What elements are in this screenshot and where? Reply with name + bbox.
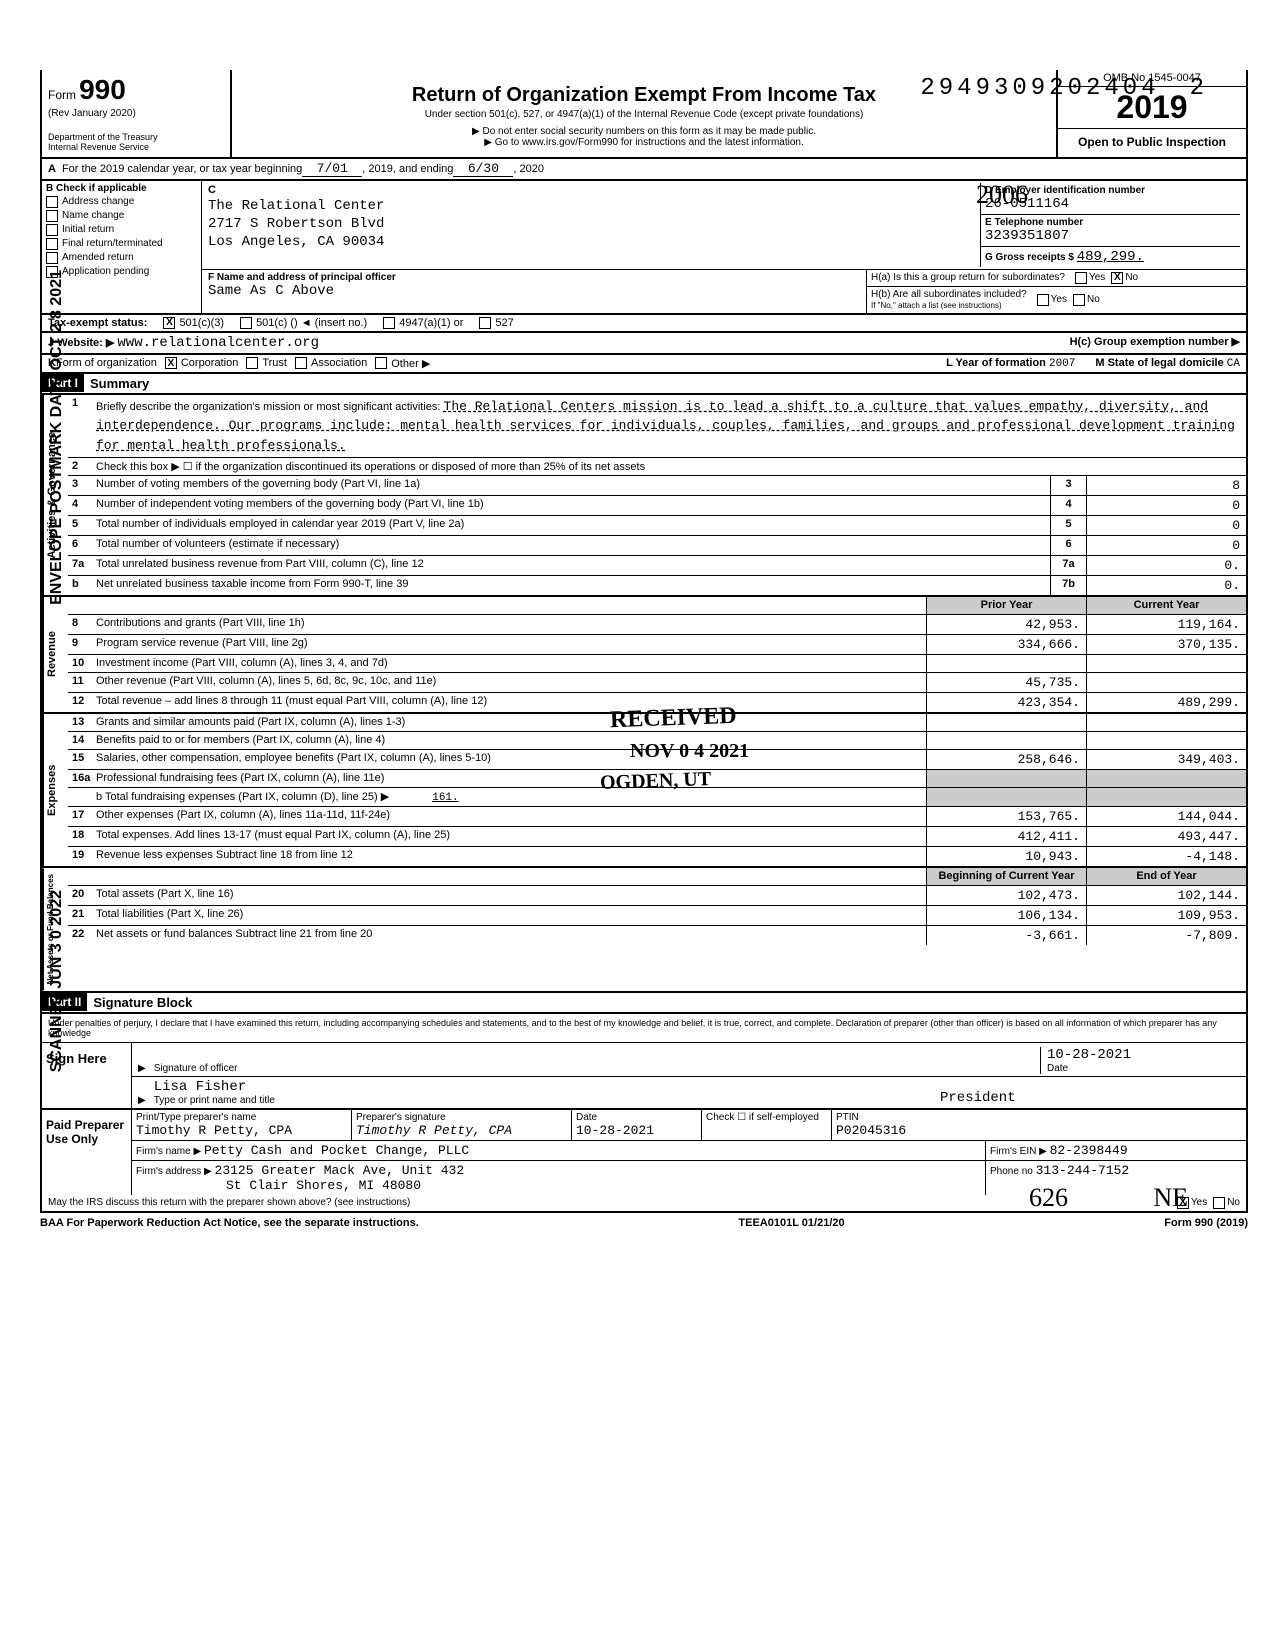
c-header: C xyxy=(208,183,980,197)
summary-net-assets: Net Assets or Fund Balances Beginning of… xyxy=(40,868,1248,992)
part1-header: Part I Summary xyxy=(40,374,1248,395)
chk-4947[interactable] xyxy=(383,317,395,329)
firm-addr2: St Clair Shores, MI 48080 xyxy=(226,1178,421,1193)
revision: (Rev January 2020) xyxy=(48,108,224,119)
vtab-expenses: Expenses xyxy=(42,714,68,866)
footer: BAA For Paperwork Reduction Act Notice, … xyxy=(40,1213,1248,1233)
signature-block: Under penalties of perjury, I declare th… xyxy=(40,1014,1248,1110)
preparer-sig: Timothy R Petty, CPA xyxy=(356,1123,512,1138)
officer-title: President xyxy=(940,1090,1016,1106)
b-header: Check if applicable xyxy=(56,183,147,194)
chk-amended[interactable]: Amended return xyxy=(46,252,197,264)
handwritten-ne: NE xyxy=(1153,1183,1188,1213)
e-header: E Telephone number xyxy=(985,217,1083,228)
vtab-revenue: Revenue xyxy=(42,597,68,712)
part2-header: Part II Signature Block xyxy=(40,993,1248,1014)
summary-revenue: Revenue Prior YearCurrent Year 8Contribu… xyxy=(40,597,1248,714)
form-number: 990 xyxy=(79,74,126,105)
line2: Check this box ▶ ☐ if the organization d… xyxy=(92,458,1246,475)
chk-pending[interactable]: Application pending xyxy=(46,266,197,278)
preparer-name: Timothy R Petty, CPA xyxy=(136,1123,292,1138)
form-label: Form xyxy=(48,88,76,102)
vtab-governance: Activities & Governance xyxy=(42,395,68,596)
website-row: J Website: ▶ www.relationalcenter.org H(… xyxy=(40,333,1248,355)
sig-date: 10-28-2021 xyxy=(1047,1047,1131,1063)
chk-name-change[interactable]: Name change xyxy=(46,210,197,222)
summary-expenses: Expenses 13Grants and similar amounts pa… xyxy=(40,714,1248,868)
firm-name: Petty Cash and Pocket Change, PLLC xyxy=(204,1143,469,1158)
form-org-row: K Form of organization XCorporation Trus… xyxy=(40,355,1248,374)
vtab-net-assets: Net Assets or Fund Balances xyxy=(42,868,68,990)
ty-end[interactable] xyxy=(453,161,513,177)
department: Department of the TreasuryInternal Reven… xyxy=(48,133,224,153)
hb-row: H(b) Are all subordinates included?If "N… xyxy=(867,287,1246,313)
chk-corp[interactable]: X xyxy=(165,357,177,369)
org-addr1: 2717 S Robertson Blvd xyxy=(208,215,980,233)
discuss-question: May the IRS discuss this return with the… xyxy=(48,1197,410,1209)
gross-receipts: 489,299. xyxy=(1077,249,1144,265)
row-a: A For the 2019 calendar year, or tax yea… xyxy=(40,159,1248,181)
officer-addr: Same As C Above xyxy=(208,283,860,299)
chk-address-change[interactable]: Address change xyxy=(46,196,197,208)
chk-assoc[interactable] xyxy=(295,357,307,369)
firm-addr1: 23125 Greater Mack Ave, Unit 432 xyxy=(215,1163,465,1178)
chk-501c3[interactable]: X xyxy=(163,317,175,329)
ha-row: H(a) Is this a group return for subordin… xyxy=(867,270,1246,287)
fundraising-exp: 161. xyxy=(432,792,458,804)
phone: 3239351807 xyxy=(985,228,1069,244)
chk-other[interactable] xyxy=(375,357,387,369)
instructions: ▶ Do not enter social security numbers o… xyxy=(240,126,1048,148)
section-b-to-h: B Check if applicable Address change Nam… xyxy=(40,181,1248,315)
perjury-text: Under penalties of perjury, I declare th… xyxy=(42,1014,1246,1043)
dln: 29493092024042 xyxy=(920,75,1208,102)
chk-initial[interactable]: Initial return xyxy=(46,224,197,236)
open-inspection: Open to Public Inspection xyxy=(1058,129,1246,155)
firm-ein: 82-2398449 xyxy=(1050,1143,1128,1158)
org-name: The Relational Center xyxy=(208,197,980,215)
officer-name: Lisa Fisher xyxy=(154,1079,246,1095)
org-addr2: Los Angeles, CA 90034 xyxy=(208,233,980,251)
f-header: F Name and address of principal officer xyxy=(208,272,396,283)
year-formation: 2007 xyxy=(1049,358,1075,370)
tax-status-row: Tax-exempt status: X501(c)(3) 501(c) () … xyxy=(40,315,1248,333)
firm-phone: 313-244-7152 xyxy=(1036,1163,1130,1178)
ty-begin[interactable] xyxy=(302,161,362,177)
handwritten-626: 626 xyxy=(1029,1183,1068,1213)
paid-prep-label: Paid Preparer Use Only xyxy=(42,1110,132,1195)
state-domicile: CA xyxy=(1227,358,1240,370)
self-emp-check[interactable]: Check ☐ if self-employed xyxy=(706,1112,819,1123)
chk-final[interactable]: Final return/terminated xyxy=(46,238,197,250)
summary-governance: Activities & Governance 1Briefly describ… xyxy=(40,395,1248,598)
discuss-no[interactable] xyxy=(1213,1197,1225,1209)
hc-label: H(c) Group exemption number ▶ xyxy=(1070,336,1240,348)
chk-trust[interactable] xyxy=(246,357,258,369)
g-header: G Gross receipts $ xyxy=(985,252,1074,263)
website: www.relationalcenter.org xyxy=(117,335,319,351)
chk-501c[interactable] xyxy=(240,317,252,329)
ptin: P02045316 xyxy=(836,1123,906,1138)
chk-527[interactable] xyxy=(479,317,491,329)
preparer-date: 10-28-2021 xyxy=(576,1123,654,1138)
form-subtitle: Under section 501(c), 527, or 4947(a)(1)… xyxy=(240,109,1048,120)
handwritten-year: 2006 xyxy=(976,180,1028,210)
